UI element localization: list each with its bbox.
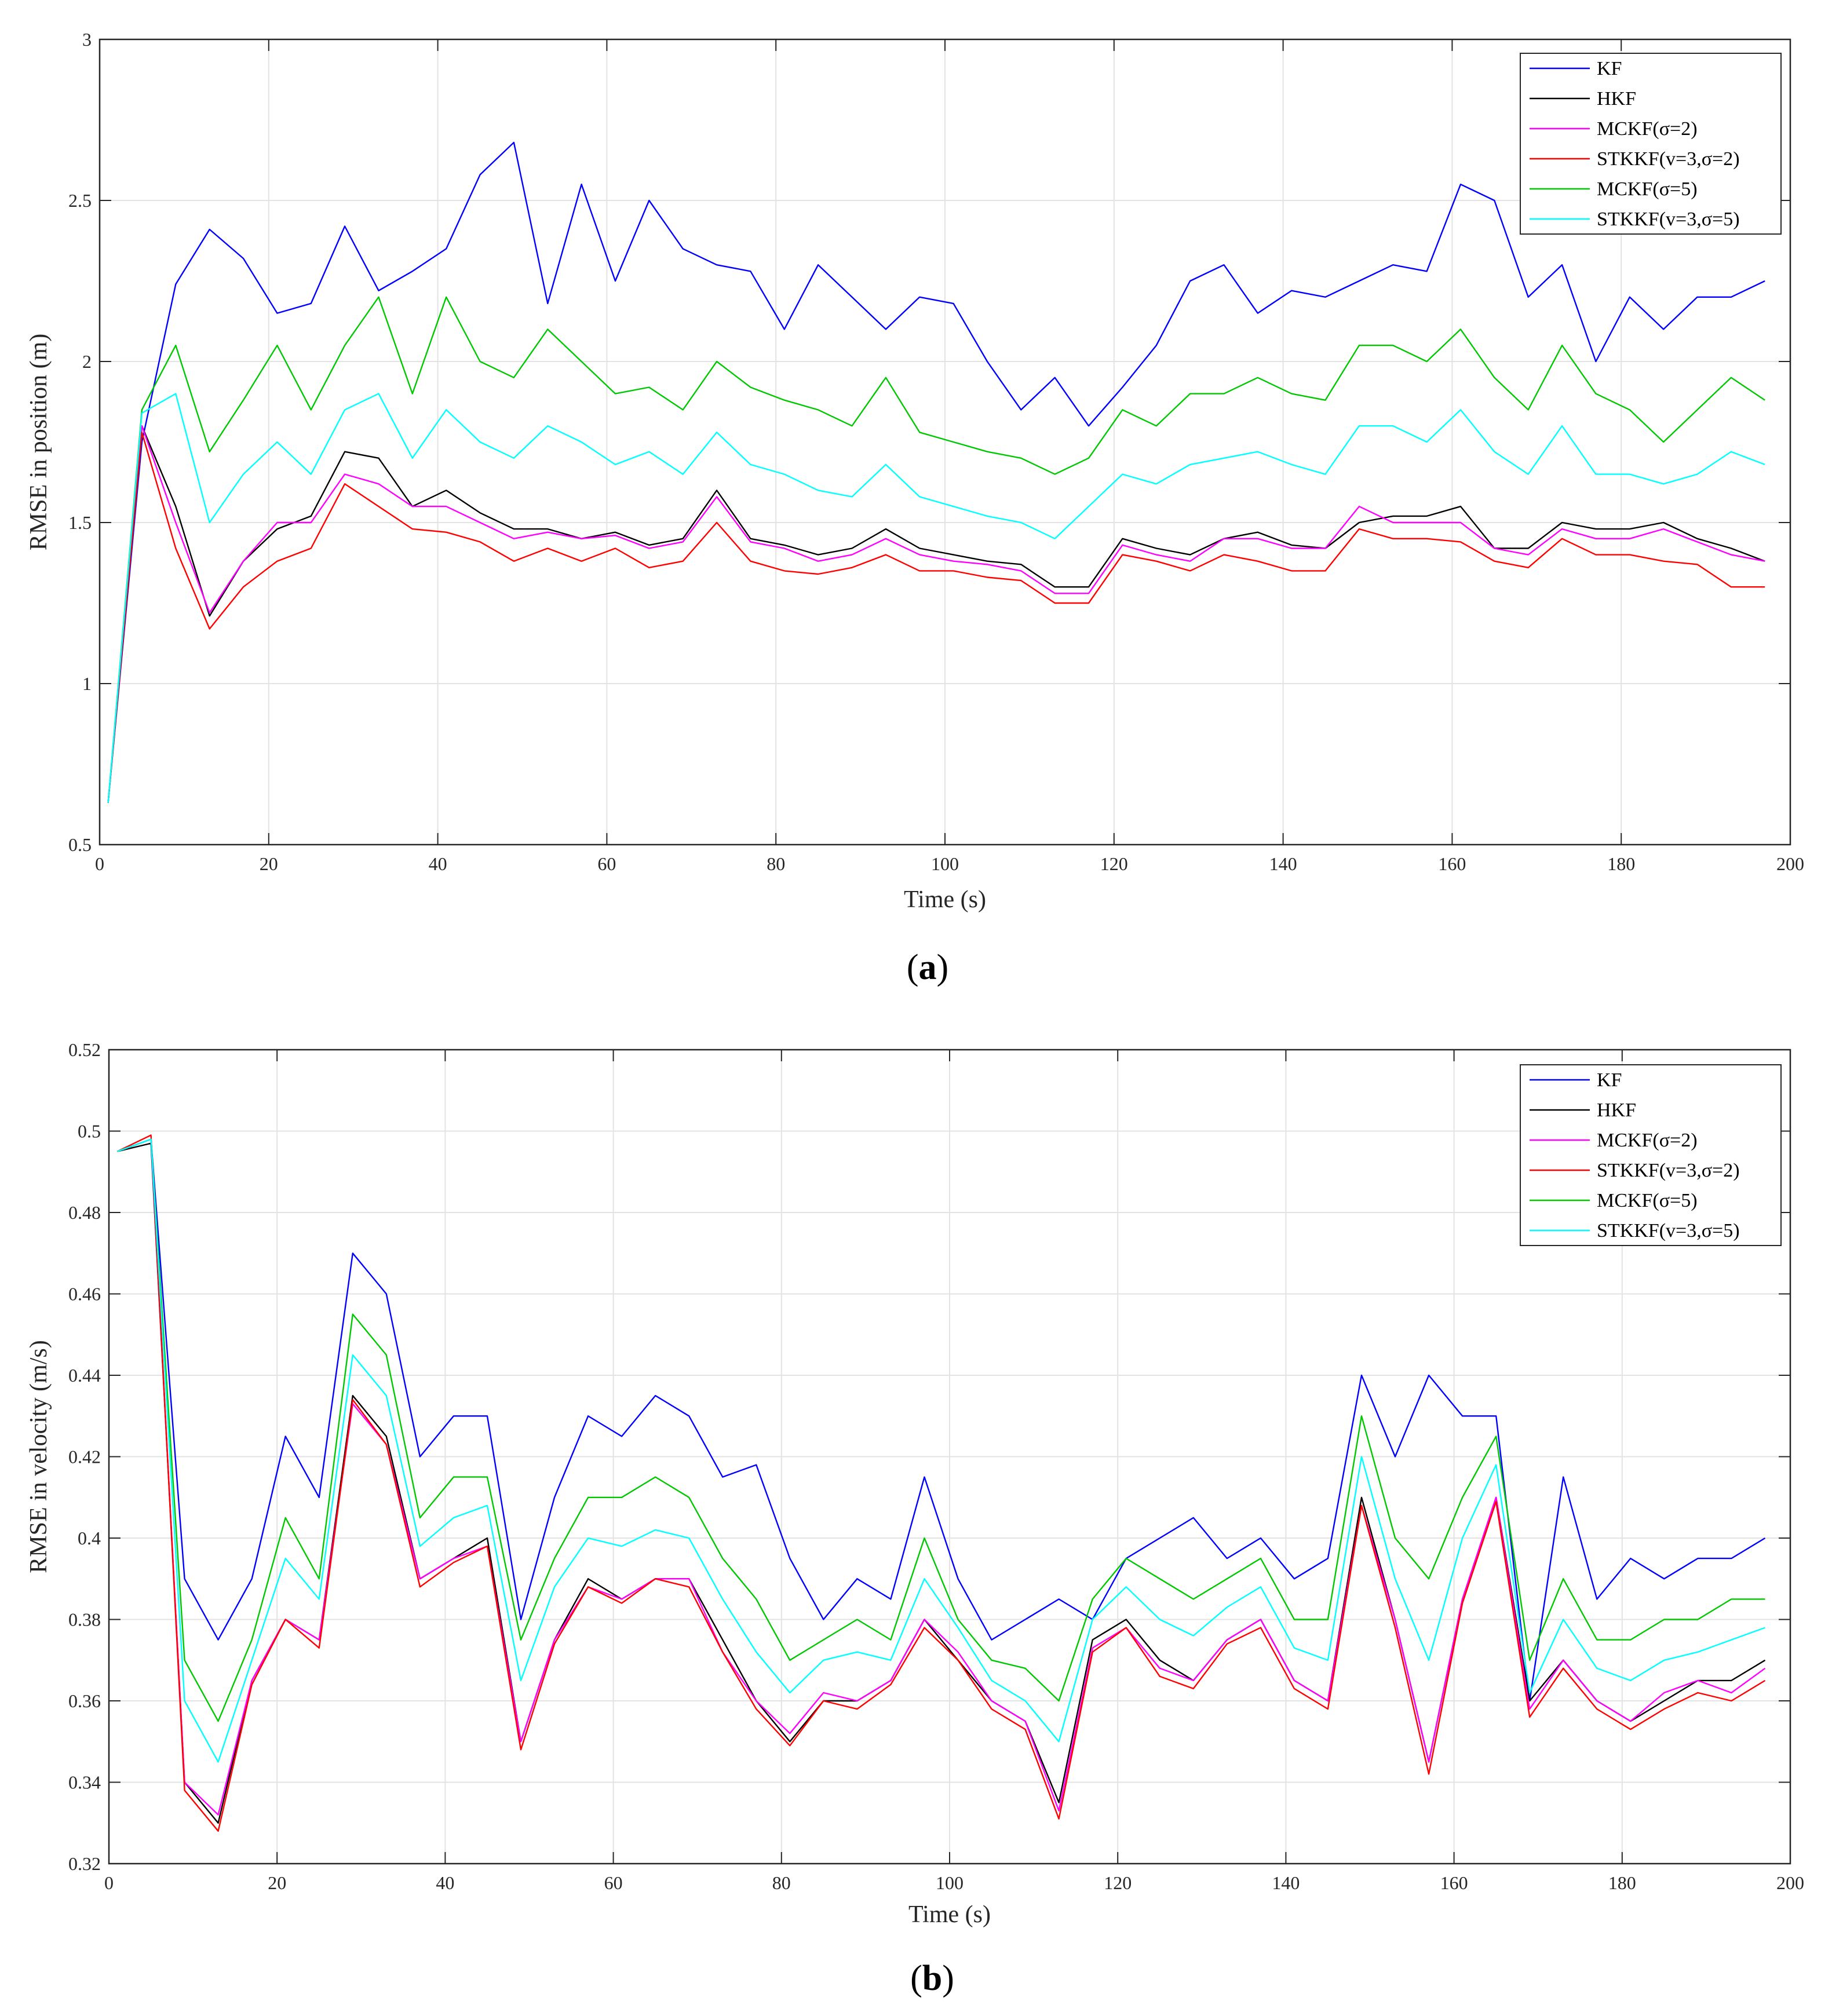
legend-label: MCKF(σ=2) [1597,1130,1698,1151]
x-tick-label: 180 [1607,853,1635,874]
x-axis-label: Time (s) [904,886,986,913]
y-tick-label: 3 [82,29,92,50]
x-tick-label: 180 [1608,1872,1636,1893]
y-tick-label: 0.42 [68,1447,101,1467]
y-tick-label: 1 [82,673,92,694]
x-axis-label: Time (s) [908,1901,991,1928]
y-tick-label: 0.52 [68,1039,101,1060]
x-tick-label: 80 [772,1872,791,1893]
legend: KF HKF MCKF(σ=2) STKKF(v=3,σ=2) MCKF(σ=5) STK… [1520,1064,1782,1246]
panel-caption: (b) [910,1959,954,1998]
x-tick-label: 160 [1440,1872,1468,1893]
y-tick-label: 0.46 [68,1284,101,1305]
legend-label: STKKF(v=3,σ=2) [1597,148,1740,170]
legend-label: KF [1597,58,1622,79]
x-tick-label: 0 [95,853,104,874]
y-tick-label: 0.44 [68,1365,101,1386]
x-tick-label: 60 [604,1872,623,1893]
x-tick-label: 60 [597,853,616,874]
legend-label: STKKF(v=3,σ=2) [1597,1160,1740,1181]
ticks: 0 20 40 60 80 100 120 140 160 180 200 0.5 1 1.5 2 2.5 3 [68,29,1804,874]
y-axis-label: RMSE in position (m) [25,334,52,551]
x-tick-label: 80 [767,853,785,874]
legend-label: HKF [1597,1100,1636,1121]
series-lines [116,1134,1766,1832]
y-tick-label: 0.38 [68,1609,101,1630]
y-tick-label: 0.34 [68,1772,101,1793]
legend-box [1520,1064,1782,1246]
legend-label: HKF [1597,88,1636,109]
chart-panel-b: 0 20 40 60 80 100 120 140 160 180 200 0.32 0.34 0.36 0… [25,1039,1804,1998]
x-tick-label: 40 [436,1872,454,1893]
legend-label: MCKF(σ=2) [1597,118,1698,140]
legend-box [1520,53,1782,235]
x-tick-label: 20 [268,1872,286,1893]
series-line-kf [117,1138,1766,1702]
y-tick-label: 0.5 [78,1121,101,1142]
x-tick-label: 20 [260,853,278,874]
x-tick-label: 120 [1100,853,1128,874]
x-tick-label: 40 [429,853,447,874]
x-tick-label: 160 [1438,853,1466,874]
x-tick-label: 120 [1104,1872,1132,1893]
x-tick-label: 0 [104,1872,114,1893]
series-line-hkf [107,425,1765,803]
x-tick-label: 200 [1776,853,1804,874]
series-line-stkkf-v-3-5- [107,393,1765,803]
series-lines [107,141,1765,803]
x-tick-label: 140 [1269,853,1297,874]
legend-label: STKKF(v=3,σ=5) [1597,1220,1740,1241]
legend-label: STKKF(v=3,σ=5) [1597,209,1740,230]
ticks: 0 20 40 60 80 100 120 140 160 180 200 0.32 0.34 0.36 0… [68,1039,1804,1893]
series-line-kf [107,141,1765,803]
series-line-mckf-2- [107,425,1765,803]
legend-label: KF [1597,1069,1622,1091]
y-tick-label: 1.5 [68,512,92,533]
series-line-mckf-5- [107,296,1765,803]
y-tick-label: 0.36 [68,1690,101,1711]
y-tick-label: 0.5 [68,834,92,855]
y-tick-label: 0.48 [68,1202,101,1223]
x-tick-label: 100 [936,1872,964,1893]
y-tick-label: 0.32 [68,1853,101,1874]
series-line-stkkf-v-3-2- [107,432,1765,803]
legend-label: MCKF(σ=5) [1597,1190,1698,1211]
legend: KF HKF MCKF(σ=2) STKKF(v=3,σ=2) MCKF(σ=5) STK… [1520,53,1782,235]
chart-panel-a: 0 20 40 60 80 100 120 140 160 180 200 0.5 1 1.5 2 2.5 3 T… [25,29,1804,987]
y-tick-label: 2.5 [68,190,92,211]
y-tick-label: 2 [82,351,92,372]
x-tick-label: 140 [1272,1872,1300,1893]
series-line-mckf-5- [117,1138,1765,1722]
legend-label: MCKF(σ=5) [1597,178,1698,200]
series-line-stkkf-v-3-5- [117,1138,1765,1763]
y-tick-label: 0.4 [78,1528,101,1548]
x-tick-label: 100 [931,853,959,874]
y-axis-label: RMSE in velocity (m/s) [25,1340,52,1573]
series-line-stkkf-v-3-2- [116,1134,1766,1832]
panel-caption: (a) [907,948,948,987]
x-tick-label: 200 [1776,1872,1804,1893]
